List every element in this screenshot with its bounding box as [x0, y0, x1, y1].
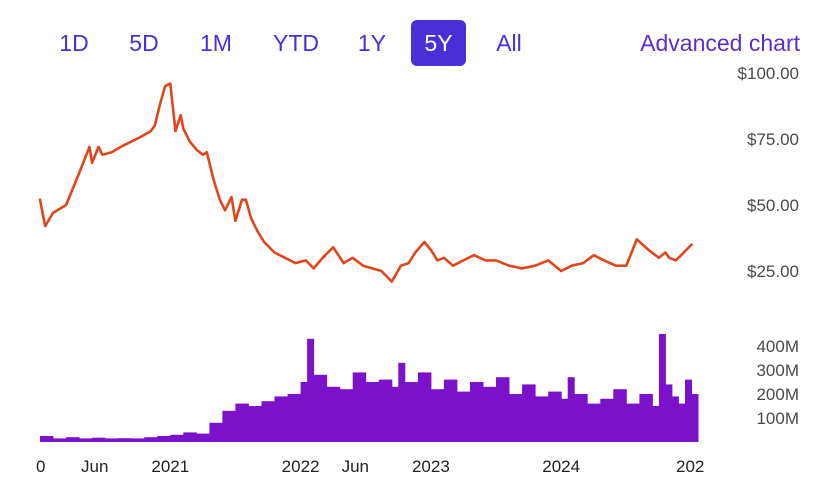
- range-tab-1d[interactable]: 1D: [59, 30, 89, 56]
- volume-bar: [170, 434, 184, 442]
- volume-bar: [261, 401, 275, 442]
- volume-bar: [404, 382, 419, 442]
- volume-bar: [613, 389, 627, 442]
- volume-bar: [183, 432, 197, 442]
- volume-y-tick-label: 100M: [756, 409, 799, 428]
- volume-bar: [40, 436, 54, 442]
- volume-bar: [235, 403, 249, 442]
- range-tab-all[interactable]: All: [496, 30, 522, 56]
- volume-bar: [157, 436, 171, 442]
- volume-bar: [92, 437, 106, 442]
- volume-bar: [535, 396, 549, 442]
- volume-y-tick-label: 200M: [756, 385, 799, 404]
- volume-bar: [470, 382, 484, 442]
- volume-bar: [652, 406, 660, 442]
- volume-bar: [678, 403, 686, 442]
- range-selector: 1D 5D 1M YTD 1Y 5Y All Advanced chart: [0, 0, 816, 86]
- volume-bar: [639, 394, 653, 442]
- volume-bar: [313, 374, 328, 442]
- x-tick-label: 2021: [151, 457, 189, 476]
- volume-bar: [326, 386, 341, 442]
- volume-bar: [398, 362, 406, 442]
- volume-bar: [574, 394, 588, 442]
- volume-bar: [248, 406, 262, 442]
- volume-bar: [443, 379, 458, 442]
- volume-y-tick-label: 300M: [756, 361, 799, 380]
- volume-bar: [300, 382, 308, 442]
- volume-bar: [658, 334, 666, 442]
- volume-bar: [600, 398, 614, 442]
- volume-bar: [53, 438, 67, 442]
- volume-bar: [209, 422, 223, 442]
- price-y-tick-label: $100.00: [738, 64, 799, 83]
- volume-bar: [671, 396, 679, 442]
- price-y-tick-label: $50.00: [747, 196, 799, 215]
- x-axis: 0 Jun 2021 2022 Jun 2023 2024 202: [36, 457, 704, 476]
- volume-bar: [144, 437, 158, 442]
- price-y-tick-label: $75.00: [747, 130, 799, 149]
- range-tab-1y[interactable]: 1Y: [357, 30, 387, 56]
- volume-bar: [352, 372, 367, 442]
- volume-bar: [561, 398, 569, 442]
- volume-bar: [365, 382, 380, 442]
- volume-y-axis: 400M 300M 200M 100M: [756, 337, 799, 428]
- volume-bar: [378, 379, 393, 442]
- volume-bar: [665, 384, 673, 442]
- volume-bar: [567, 377, 575, 442]
- volume-bar: [307, 338, 315, 442]
- volume-bar: [105, 438, 119, 442]
- volume-bar: [287, 394, 302, 442]
- volume-bar: [457, 391, 471, 442]
- x-tick-label: Jun: [342, 457, 369, 476]
- range-tab-5y[interactable]: 5Y: [411, 20, 466, 66]
- range-tab-ytd[interactable]: YTD: [273, 30, 319, 56]
- x-tick-label: 2022: [282, 457, 320, 476]
- volume-bar: [118, 438, 132, 442]
- volume-bar: [79, 438, 93, 442]
- volume-bar: [691, 394, 699, 442]
- volume-bar: [587, 403, 601, 442]
- volume-bar: [626, 403, 640, 442]
- volume-bar: [509, 394, 523, 442]
- volume-bar: [548, 391, 562, 442]
- price-y-axis: $100.00 $75.00 $50.00 $25.00: [738, 64, 799, 281]
- x-tick-label: 202: [676, 457, 704, 476]
- volume-bar: [222, 410, 236, 442]
- volume-bar: [522, 384, 536, 442]
- x-tick-label: 2023: [412, 457, 450, 476]
- x-tick-label: 0: [36, 457, 45, 476]
- range-tab-5d[interactable]: 5D: [129, 30, 159, 56]
- x-tick-label: 2024: [542, 457, 580, 476]
- range-tab-1m[interactable]: 1M: [200, 30, 232, 56]
- price-series: [38, 82, 693, 283]
- volume-bar: [274, 396, 288, 442]
- advanced-chart-link[interactable]: Advanced chart: [640, 30, 800, 56]
- volume-bar: [685, 379, 692, 442]
- volume-bar: [339, 389, 354, 442]
- volume-bar: [430, 389, 445, 442]
- x-tick-label: Jun: [81, 457, 108, 476]
- volume-bar: [196, 433, 210, 442]
- volume-series: [40, 334, 699, 442]
- volume-bar: [417, 372, 432, 442]
- volume-bar: [391, 386, 399, 442]
- volume-bar: [131, 438, 145, 442]
- volume-bar: [496, 377, 510, 442]
- volume-bar: [66, 437, 80, 442]
- volume-bar: [483, 386, 497, 442]
- volume-y-tick-label: 400M: [756, 337, 799, 356]
- price-y-tick-label: $25.00: [747, 262, 799, 281]
- price-line: [38, 82, 693, 283]
